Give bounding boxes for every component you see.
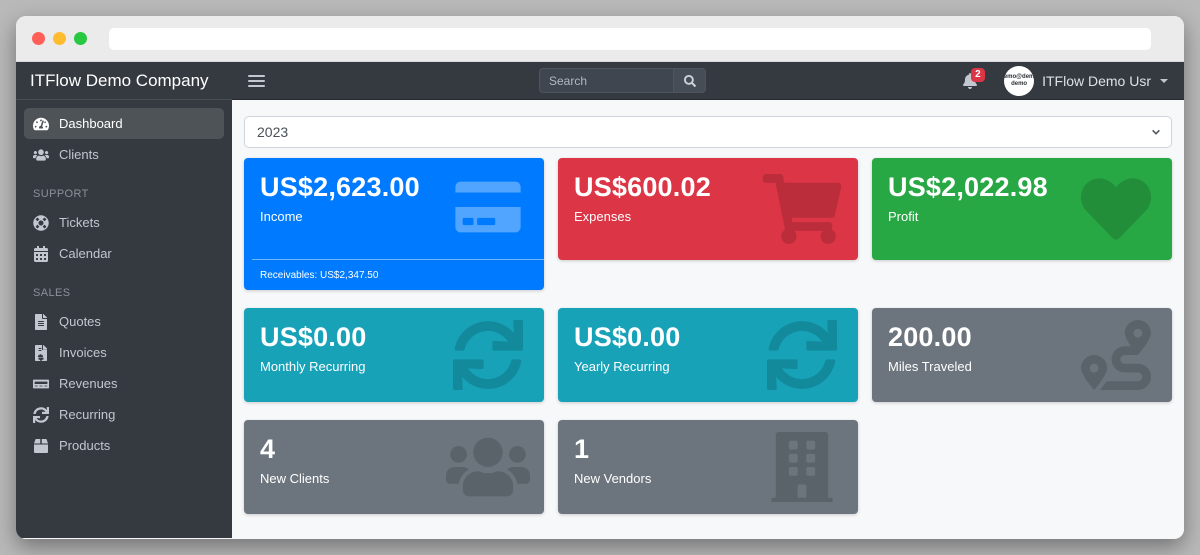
- calendar-icon: [33, 246, 49, 262]
- sidebar-item-revenues[interactable]: Revenues: [24, 368, 224, 399]
- file-invoice-dollar-icon: [33, 345, 49, 361]
- sidebar-item-label: Tickets: [59, 215, 100, 230]
- sidebar-item-label: Revenues: [59, 376, 118, 391]
- card-value: US$600.02: [574, 172, 711, 202]
- sidebar-item-recurring[interactable]: Recurring: [24, 399, 224, 430]
- chevron-down-icon: [1160, 78, 1168, 83]
- user-name: ITFlow Demo Usr: [1042, 72, 1151, 89]
- sidebar-item-tickets[interactable]: Tickets: [24, 207, 224, 238]
- sidebar-item-label: Calendar: [59, 246, 112, 261]
- dashboard-gauge-icon: [33, 116, 49, 132]
- card-label: Monthly Recurring: [260, 359, 366, 375]
- search-group: [539, 68, 706, 93]
- sidebar-item-invoices[interactable]: Invoices: [24, 337, 224, 368]
- sidebar-item-label: Products: [59, 438, 111, 453]
- sidebar-item-label: Invoices: [59, 345, 107, 360]
- window-controls: [32, 32, 87, 45]
- divider: [252, 259, 544, 260]
- search-icon: [684, 75, 696, 87]
- avatar: demo@demo demo: [1004, 65, 1035, 96]
- card-value: 200.00: [888, 322, 972, 352]
- sync-icon: [760, 320, 844, 390]
- credit-card-icon: [446, 178, 530, 236]
- user-menu[interactable]: demo@demo demo ITFlow Demo Usr: [1004, 65, 1168, 96]
- card-value: US$2,623.00: [260, 172, 420, 202]
- sidebar: ITFlow Demo Company Dashboard Clients SU…: [16, 62, 232, 538]
- expenses-card: US$600.02 Expenses: [558, 158, 858, 260]
- sidebar-item-label: Dashboard: [59, 116, 123, 131]
- sidebar-toggle-button[interactable]: [248, 74, 265, 87]
- file-icon: [33, 314, 49, 330]
- new-clients-card: 4 New Clients: [244, 420, 544, 514]
- building-icon: [760, 432, 844, 502]
- users-icon: [446, 432, 530, 502]
- search-button[interactable]: [673, 68, 706, 93]
- card-label: New Vendors: [574, 471, 652, 487]
- route-icon: [1074, 320, 1158, 390]
- sidebar-item-quotes[interactable]: Quotes: [24, 306, 224, 337]
- minimize-button[interactable]: [53, 32, 66, 45]
- sidebar-item-products[interactable]: Products: [24, 430, 224, 461]
- year-select[interactable]: 2023: [244, 116, 1172, 148]
- brand-title[interactable]: ITFlow Demo Company: [16, 62, 232, 100]
- sidebar-item-dashboard[interactable]: Dashboard: [24, 108, 224, 139]
- card-value: US$0.00: [574, 322, 681, 352]
- sync-icon: [446, 320, 530, 390]
- browser-window: ITFlow Demo Company Dashboard Clients SU…: [16, 16, 1184, 539]
- card-footer: Receivables: US$2,347.50: [260, 270, 379, 281]
- life-ring-icon: [33, 215, 49, 231]
- sidebar-item-label: Clients: [59, 147, 99, 162]
- card-label: Income: [260, 209, 303, 225]
- close-button[interactable]: [32, 32, 45, 45]
- heart-icon: [1074, 174, 1158, 244]
- card-value: US$0.00: [260, 322, 367, 352]
- sidebar-item-calendar[interactable]: Calendar: [24, 238, 224, 269]
- card-label: Miles Traveled: [888, 359, 972, 375]
- sidebar-item-clients[interactable]: Clients: [24, 139, 224, 170]
- shopping-cart-icon: [760, 174, 844, 244]
- monthly-recurring-card: US$0.00 Monthly Recurring: [244, 308, 544, 402]
- card-value: US$2,022.98: [888, 172, 1048, 202]
- box-icon: [33, 438, 49, 454]
- sync-icon: [33, 407, 49, 423]
- money-check-icon: [33, 376, 49, 392]
- sidebar-nav: Dashboard Clients SUPPORT Tickets Calend…: [16, 100, 232, 469]
- income-card: US$2,623.00 Income Receivables: US$2,347…: [244, 158, 544, 290]
- notification-badge: 2: [971, 67, 985, 82]
- new-vendors-card: 1 New Vendors: [558, 420, 858, 514]
- profit-card: US$2,022.98 Profit: [872, 158, 1172, 260]
- sidebar-item-label: Quotes: [59, 314, 101, 329]
- miles-traveled-card: 200.00 Miles Traveled: [872, 308, 1172, 402]
- card-value: 1: [574, 434, 590, 464]
- card-label: Profit: [888, 209, 919, 225]
- address-bar[interactable]: [109, 27, 1151, 50]
- card-value: 4: [260, 434, 276, 464]
- card-label: Yearly Recurring: [574, 359, 670, 375]
- search-input[interactable]: [539, 68, 673, 93]
- maximize-button[interactable]: [74, 32, 87, 45]
- top-navbar: 2 demo@demo demo ITFlow Demo Usr: [232, 62, 1184, 100]
- yearly-recurring-card: US$0.00 Yearly Recurring: [558, 308, 858, 402]
- card-label: Expenses: [574, 209, 632, 225]
- browser-chrome: [16, 16, 1184, 62]
- users-icon: [33, 147, 49, 163]
- notifications-button[interactable]: 2: [962, 67, 985, 89]
- stats-grid: US$2,623.00 Income Receivables: US$2,347…: [244, 158, 1172, 514]
- sidebar-heading-sales: SALES: [33, 287, 71, 299]
- sidebar-heading-support: SUPPORT: [33, 188, 89, 200]
- card-label: New Clients: [260, 471, 330, 487]
- dashboard-content: 2023 US$2,623.00 Income Receivables: US$…: [232, 100, 1184, 538]
- sidebar-item-label: Recurring: [59, 407, 116, 422]
